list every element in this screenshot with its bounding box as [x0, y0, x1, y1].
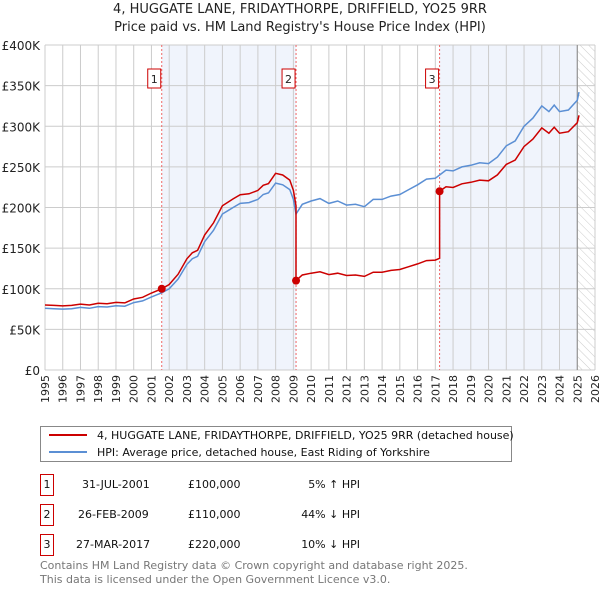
x-tick-label: 2014: [376, 375, 389, 403]
legend-label: 4, HUGGATE LANE, FRIDAYTHORPE, DRIFFIELD…: [97, 428, 514, 442]
x-tick-label: 1997: [74, 375, 87, 403]
sale-marker-box: [147, 68, 162, 89]
x-tick-label: 2003: [181, 375, 194, 403]
sale-price: £110,000: [188, 508, 241, 521]
sale-point: [435, 187, 444, 196]
x-tick-label: 1995: [39, 375, 52, 403]
x-tick-label: 2023: [536, 375, 549, 403]
sale-marker-box: [425, 68, 440, 89]
sale-number-badge: 2: [40, 504, 54, 526]
sale-row: 1 31-JUL-2001 £100,000 5% ↑ HPI: [40, 474, 440, 496]
chart-subtitle: Price paid vs. HM Land Registry's House …: [114, 20, 486, 35]
y-tick-label: £300K: [2, 120, 42, 134]
footer-licence: This data is licensed under the Open Gov…: [40, 573, 391, 586]
x-tick-label: 2013: [358, 375, 371, 403]
sale-marker-label: 2: [285, 73, 292, 86]
sale-point: [157, 284, 166, 293]
sale-marker-label: 3: [429, 73, 436, 86]
y-tick-label: £250K: [2, 161, 42, 175]
sale-price: £220,000: [188, 538, 241, 551]
sale-hpi-change: 44% ↓ HPI: [301, 508, 360, 521]
y-tick-label: £50K: [9, 323, 41, 337]
chart-title: 4, HUGGATE LANE, FRIDAYTHORPE, DRIFFIELD…: [113, 2, 487, 17]
x-tick-label: 2022: [518, 375, 531, 403]
sale-date: 26-FEB-2009: [78, 508, 149, 521]
x-tick-label: 1999: [110, 375, 123, 403]
legend-item-property: 4, HUGGATE LANE, FRIDAYTHORPE, DRIFFIELD…: [49, 427, 514, 443]
sale-date: 27-MAR-2017: [76, 538, 151, 551]
footer-copyright: Contains HM Land Registry data © Crown c…: [40, 559, 468, 572]
x-tick-label: 2005: [216, 375, 229, 403]
y-tick-label: £350K: [2, 80, 42, 94]
x-tick-label: 2020: [483, 375, 496, 403]
y-tick-label: £200K: [2, 202, 42, 216]
x-tick-label: 2009: [287, 375, 300, 403]
sale-number-badge: 3: [40, 534, 54, 556]
x-tick-label: 2026: [589, 375, 600, 403]
x-tick-label: 2011: [323, 375, 336, 403]
x-tick-label: 2019: [465, 375, 478, 403]
sale-marker-box: [281, 68, 296, 89]
sale-price: £100,000: [188, 478, 241, 491]
x-tick-label: 2024: [554, 375, 567, 403]
x-tick-label: 2008: [270, 375, 283, 403]
x-tick-label: 2025: [571, 375, 584, 403]
x-tick-label: 2001: [145, 375, 158, 403]
hpi-series-line: [44, 91, 580, 310]
legend-label: HPI: Average price, detached house, East…: [97, 445, 430, 459]
x-tick-label: 2017: [429, 375, 442, 403]
sale-date: 31-JUL-2001: [82, 478, 150, 491]
y-tick-label: £400K: [2, 39, 42, 53]
sale-row: 2 26-FEB-2009 £110,000 44% ↓ HPI: [40, 504, 440, 526]
x-tick-label: 2000: [128, 375, 141, 403]
sale-number-badge: 1: [40, 474, 54, 496]
x-tick-label: 2006: [234, 375, 247, 403]
x-tick-label: 2021: [500, 375, 513, 403]
x-tick-label: 2015: [394, 375, 407, 403]
sale-hpi-change: 10% ↓ HPI: [301, 538, 360, 551]
sale-hpi-change: 5% ↑ HPI: [308, 478, 360, 491]
x-tick-label: 2012: [341, 375, 354, 403]
x-tick-label: 2010: [305, 375, 318, 403]
legend-swatch-red: [49, 434, 87, 436]
legend: 4, HUGGATE LANE, FRIDAYTHORPE, DRIFFIELD…: [40, 426, 514, 462]
sale-point: [292, 276, 301, 285]
sale-marker-label: 1: [151, 73, 158, 86]
sale-row: 3 27-MAR-2017 £220,000 10% ↓ HPI: [40, 534, 440, 556]
y-tick-label: £0: [25, 364, 40, 378]
x-tick-label: 2007: [252, 375, 265, 403]
x-tick-label: 1996: [57, 375, 70, 403]
x-tick-label: 2016: [412, 375, 425, 403]
x-tick-label: 2002: [163, 375, 176, 403]
property-series-line: [44, 115, 580, 307]
x-tick-label: 1998: [92, 375, 105, 403]
x-tick-label: 2018: [447, 375, 460, 403]
y-tick-label: £150K: [2, 242, 42, 256]
plot-area: 1995 1996 1997 1998 1999 2000 2001 2002 2003 2004…: [2, 39, 600, 403]
legend-swatch-blue: [49, 451, 87, 453]
legend-item-hpi: HPI: Average price, detached house, East…: [49, 444, 430, 460]
x-tick-label: 2004: [199, 375, 212, 403]
y-tick-label: £100K: [2, 283, 42, 297]
